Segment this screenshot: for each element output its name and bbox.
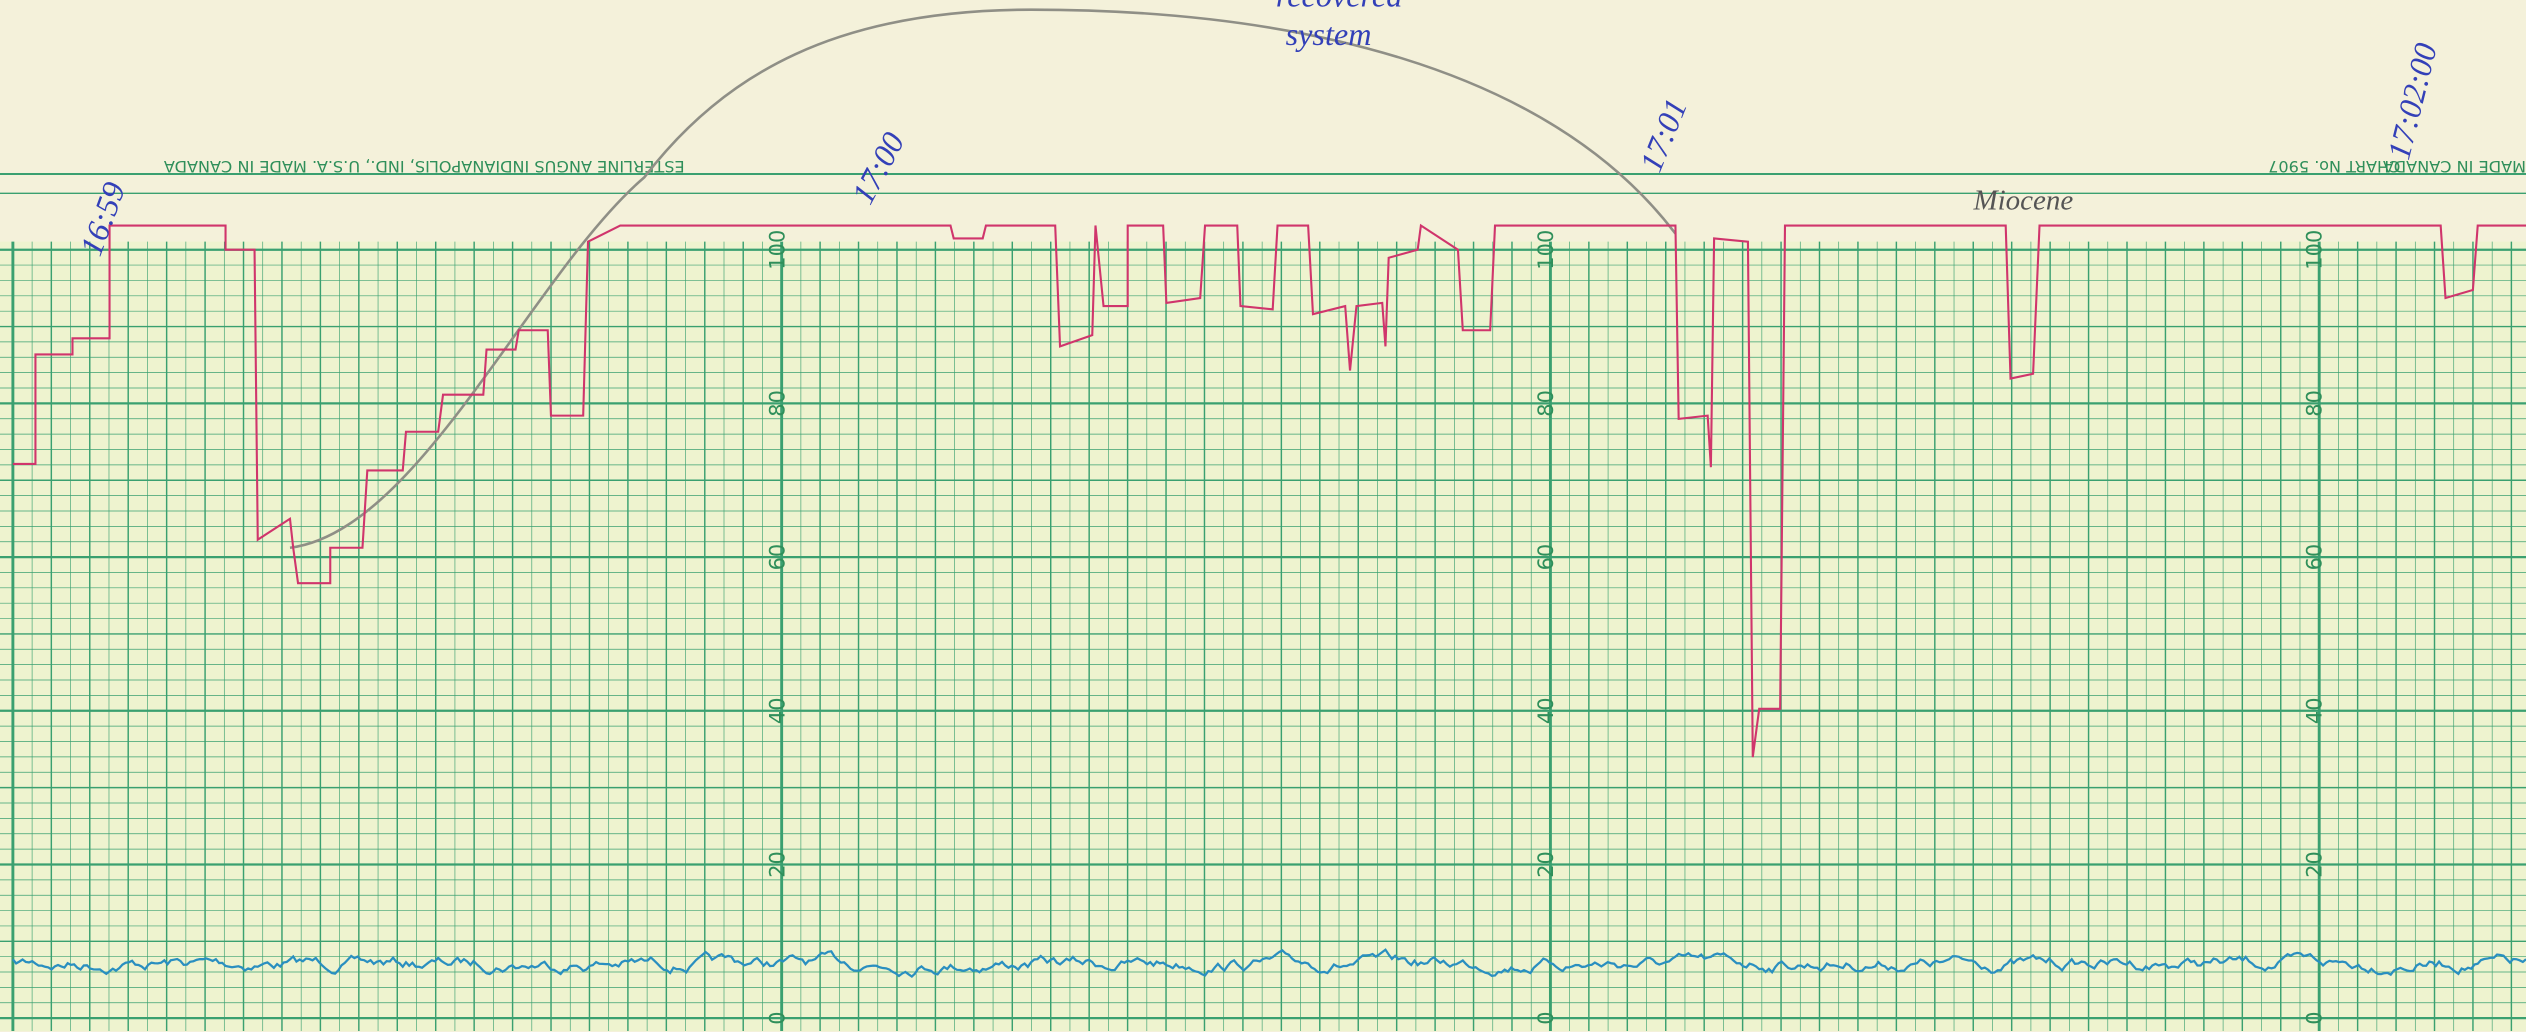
chart-number: CHART No. 5907 [2268,157,2400,176]
scale-label: 100 [2302,230,2326,270]
note: recovered [1276,0,1403,13]
scale-label: 80 [1534,390,1558,417]
scale-label: 80 [766,390,790,417]
scale-labels: 100 80 60 40 20 0 100 80 60 40 20 0 100 80 60 40 20 0 [766,230,2327,1025]
margin-note: Miocene [1972,184,2073,216]
scale-label: 0 [766,1011,790,1024]
grid-area [0,241,2526,1032]
scale-label: 80 [2302,390,2326,417]
scale-label: 40 [1534,697,1558,724]
red-trace [12,223,2526,758]
scale-label: 20 [2302,851,2326,878]
scale-label: 100 [1534,230,1558,270]
header-left: ESTERLINE ANGUS INDIANAPOLIS, IND., U.S.… [164,157,685,176]
scale-label: 0 [2302,1011,2326,1024]
made-in: MADE IN CANADA [2383,157,2526,176]
scale-label: 20 [1534,851,1558,878]
scale-label: 0 [1534,1011,1558,1024]
scale-label: 40 [766,697,790,724]
scale-label: 60 [766,544,790,571]
grid [0,241,2526,1032]
scale-label: 60 [2302,544,2326,571]
scale-label: 40 [2302,697,2326,724]
blue-trace [12,948,2526,979]
gray-curve [289,8,1677,550]
scale-label: 100 [766,230,790,270]
note: system [1286,16,1372,52]
scale-label: 60 [1534,544,1558,571]
scale-label: 20 [766,851,790,878]
